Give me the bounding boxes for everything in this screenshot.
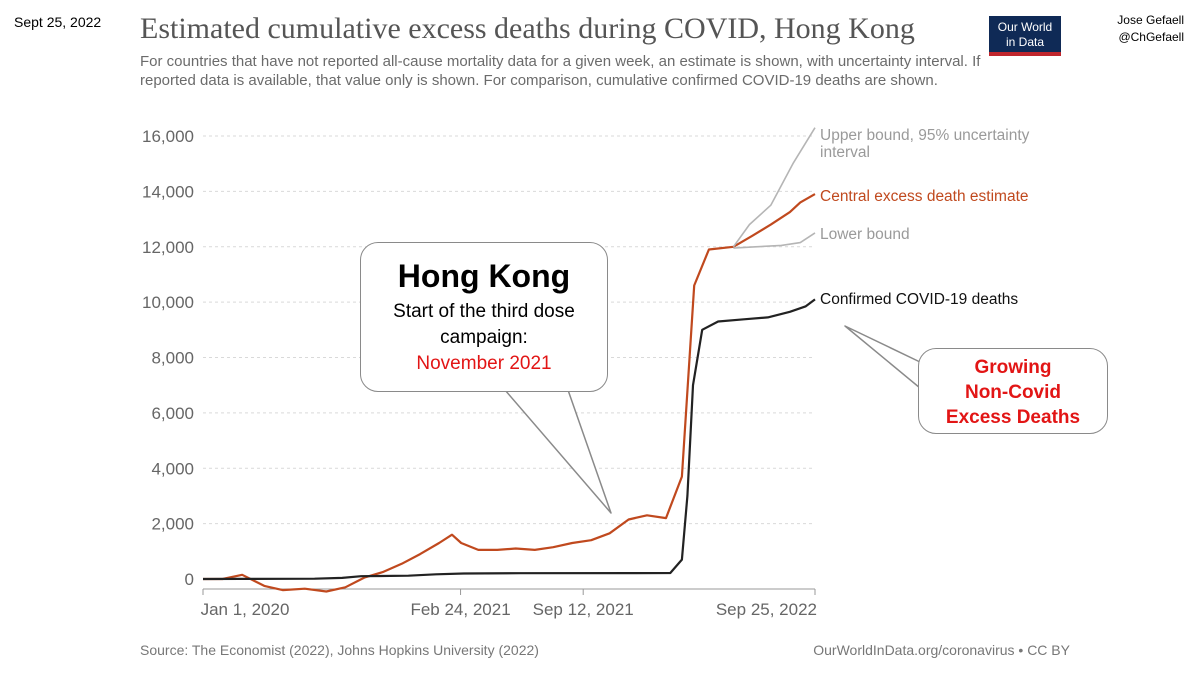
callout-hong-kong: Hong Kong Start of the third dose campai… [360,242,608,392]
author-handle: @ChGefaell [1118,30,1184,44]
y-tick-label: 6,000 [151,404,194,423]
series-line-upper-bound-95-uncertainty-interval [732,127,816,248]
callout-text: Start of the third dose campaign: [361,299,607,351]
x-tick-label: Jan 1, 2020 [201,600,290,619]
callout-excess-line2: Non-Covid [964,382,1062,403]
x-tick-label: Feb 24, 2021 [410,600,510,619]
callout-excess-line1: Growing [974,357,1052,378]
owid-link[interactable]: OurWorldInData.org/coronavirus • CC BY [813,642,1070,658]
series-label: Confirmed COVID-19 deaths [820,291,1018,308]
series-label: Central excess death estimate [820,188,1029,205]
series-line-lower-bound [733,232,816,249]
y-tick-label: 16,000 [142,127,194,146]
callout-excess-deaths: Growing Non-Covid Excess Deaths [918,348,1108,434]
x-tick-label: Sep 25, 2022 [716,600,817,619]
logo-line2: in Data [1005,35,1045,49]
logo-line1: Our World [997,20,1053,34]
source-note: Source: The Economist (2022), Johns Hopk… [140,642,539,658]
y-tick-label: 14,000 [142,182,194,201]
y-tick-label: 10,000 [142,293,194,312]
chart-title: Estimated cumulative excess deaths durin… [140,12,915,45]
callout-excess-text: Growing Non-Covid Excess Deaths [919,355,1107,430]
callout-excess-pointer [844,325,921,389]
series-label: Upper bound, 95% uncertainty [820,127,1030,144]
callout-text-line1: Start of the third dose [393,301,575,322]
callout-heading: Hong Kong [397,258,571,294]
chart-subtitle: For countries that have not reported all… [140,53,981,89]
author-name: Jose Gefaell [1117,13,1184,27]
callout-text-line2: campaign: [440,327,528,348]
y-tick-label: 8,000 [151,349,194,368]
y-tick-label: 12,000 [142,238,194,257]
series-line-central-excess-death-estimate [203,193,816,593]
y-tick-label: 0 [185,570,194,589]
callout-pointer [504,389,612,514]
date-stamp: Sept 25, 2022 [14,14,102,30]
author-credit: Jose Gefaell @ChGefaell [1117,12,1184,46]
x-tick-label: Sep 12, 2021 [533,600,634,619]
y-tick-label: 2,000 [151,515,194,534]
callout-date: November 2021 [416,353,552,374]
series-label: interval [820,144,870,161]
y-tick-label: 4,000 [151,459,194,478]
callout-excess-line3: Excess Deaths [945,407,1081,428]
series-line-confirmed-covid-19-deaths [202,298,816,581]
owid-logo[interactable]: Our World in Data [989,16,1061,56]
series-label: Lower bound [820,226,910,243]
